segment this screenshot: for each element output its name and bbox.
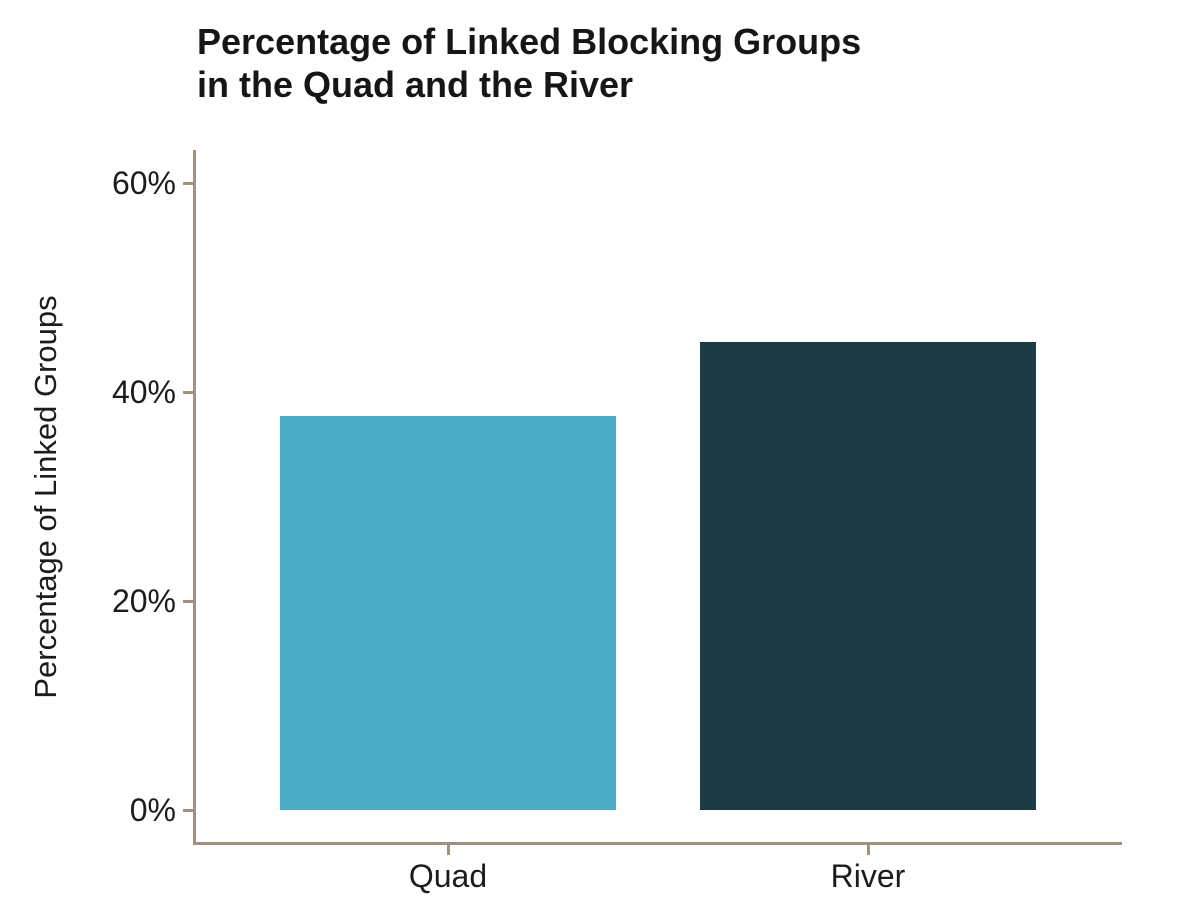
y-tick-mark-0%: [183, 808, 193, 812]
y-tick-mark-20%: [183, 599, 193, 603]
y-tick-label-20%: 20%: [111, 583, 176, 619]
x-tick-label-river: River: [830, 858, 906, 894]
x-tick-label-quad: Quad: [408, 858, 488, 894]
x-tick-mark-river: [866, 845, 870, 855]
bar-river: [700, 341, 1036, 810]
y-tick-label-40%: 40%: [111, 374, 176, 410]
chart-title-line-2: in the Quad and the River: [197, 64, 634, 105]
chart-title: Percentage of Linked Blocking Groups in …: [197, 20, 861, 106]
bar-quad: [280, 416, 616, 810]
y-tick-label-0%: 0%: [129, 792, 176, 828]
y-tick-mark-60%: [183, 181, 193, 185]
chart-title-line-1: Percentage of Linked Blocking Groups: [197, 21, 862, 62]
y-axis-label: Percentage of Linked Groups: [28, 295, 63, 699]
y-tick-label-60%: 60%: [111, 165, 176, 201]
y-tick-mark-40%: [183, 390, 193, 394]
x-tick-mark-quad: [446, 845, 450, 855]
y-axis-line: [193, 150, 196, 845]
x-axis-line: [193, 842, 1122, 845]
